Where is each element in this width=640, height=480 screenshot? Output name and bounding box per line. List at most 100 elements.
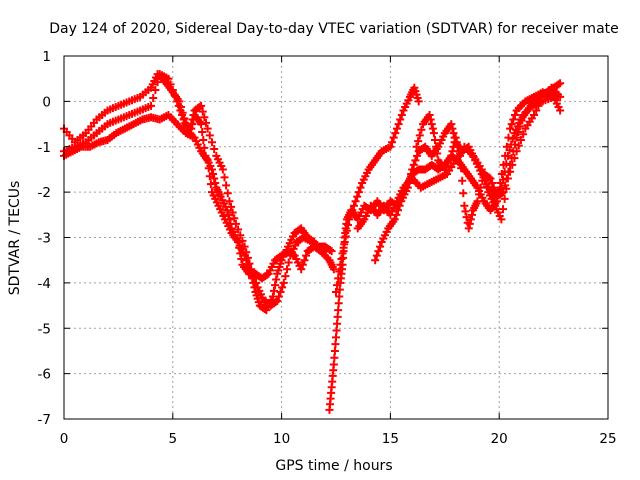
data-point [195,103,204,112]
data-point [473,197,482,206]
data-point [348,206,357,215]
data-point [289,250,298,259]
data-point [482,182,491,191]
data-point [203,124,212,133]
data-point [271,298,280,307]
data-point [333,281,342,290]
data-point [302,251,311,260]
data-point [197,101,206,110]
data-point [371,256,380,265]
data-point [345,215,354,224]
data-point [411,156,420,165]
data-point [339,243,348,252]
data-point [235,243,244,252]
data-point [449,129,458,138]
x-axis-label: GPS time / hours [275,458,392,474]
data-point [351,197,360,206]
x-tick-label: 20 [491,431,508,447]
data-point [341,232,350,241]
data-point [204,164,213,173]
x-tick-label: 5 [169,431,178,447]
data-point [343,221,352,230]
data-point [464,224,473,233]
data-point [481,176,490,185]
data-point [466,215,475,224]
data-point [512,133,521,142]
y-tick-label: -4 [38,276,51,292]
data-point [218,165,227,174]
data-point [461,207,470,216]
data-point [509,115,518,124]
data-point [331,340,340,349]
y-tick-label: -3 [38,231,51,247]
data-point [465,219,474,228]
data-point [425,110,434,119]
data-point [497,215,506,224]
data-point [412,142,421,151]
series-trace-1 [60,70,336,310]
data-point [394,120,403,129]
data-point [394,206,403,215]
data-point [197,120,206,129]
data-point [220,173,229,182]
data-point [519,130,528,139]
data-point [476,183,485,192]
data-point [508,134,517,143]
data-point [203,156,212,165]
y-axis-label: SDTVAR / TECUs [7,181,23,296]
data-point [503,174,512,183]
data-point [458,176,467,185]
grid [64,56,608,419]
data-point [281,272,290,281]
data-point [451,133,460,142]
data-point [269,286,278,295]
data-point [332,326,341,335]
data-point [272,275,281,284]
data-point [346,210,355,219]
data-point [329,360,338,369]
data-point [153,78,162,87]
data-point [433,149,442,158]
data-point [499,175,508,184]
data-point [448,124,457,133]
data-point [198,128,207,137]
data-point [149,93,158,102]
y-tick-label: -2 [38,185,51,201]
data-point [431,135,440,144]
data-point [222,181,231,190]
x-tick-label: 25 [599,431,616,447]
data-point [225,197,234,206]
data-point [228,208,237,217]
data-point [556,106,565,115]
data-point [428,124,437,133]
data-point [300,256,309,265]
data-point [462,213,471,222]
series-trace-3 [60,110,330,283]
series-trace-8 [353,83,565,233]
data-point [333,319,342,328]
data-point [187,124,196,133]
data-point [234,238,243,247]
data-point [338,249,347,258]
data-point [429,129,438,138]
data-point [502,159,511,168]
data-point [427,120,436,129]
data-point [507,120,516,129]
y-tick-label: -5 [38,321,51,337]
data-point [236,249,245,258]
data-point [479,171,488,180]
data-point [510,110,519,119]
data-point [332,333,340,342]
data-point [460,201,469,210]
y-tick-label: -7 [38,412,51,428]
data-point [201,118,210,127]
data-point [336,260,345,269]
data-point [335,292,344,301]
data-point [477,165,486,174]
x-tick-label: 0 [60,431,69,447]
data-point [536,97,545,106]
data-point [211,179,220,188]
data-point [334,299,343,308]
data-point [337,255,346,264]
